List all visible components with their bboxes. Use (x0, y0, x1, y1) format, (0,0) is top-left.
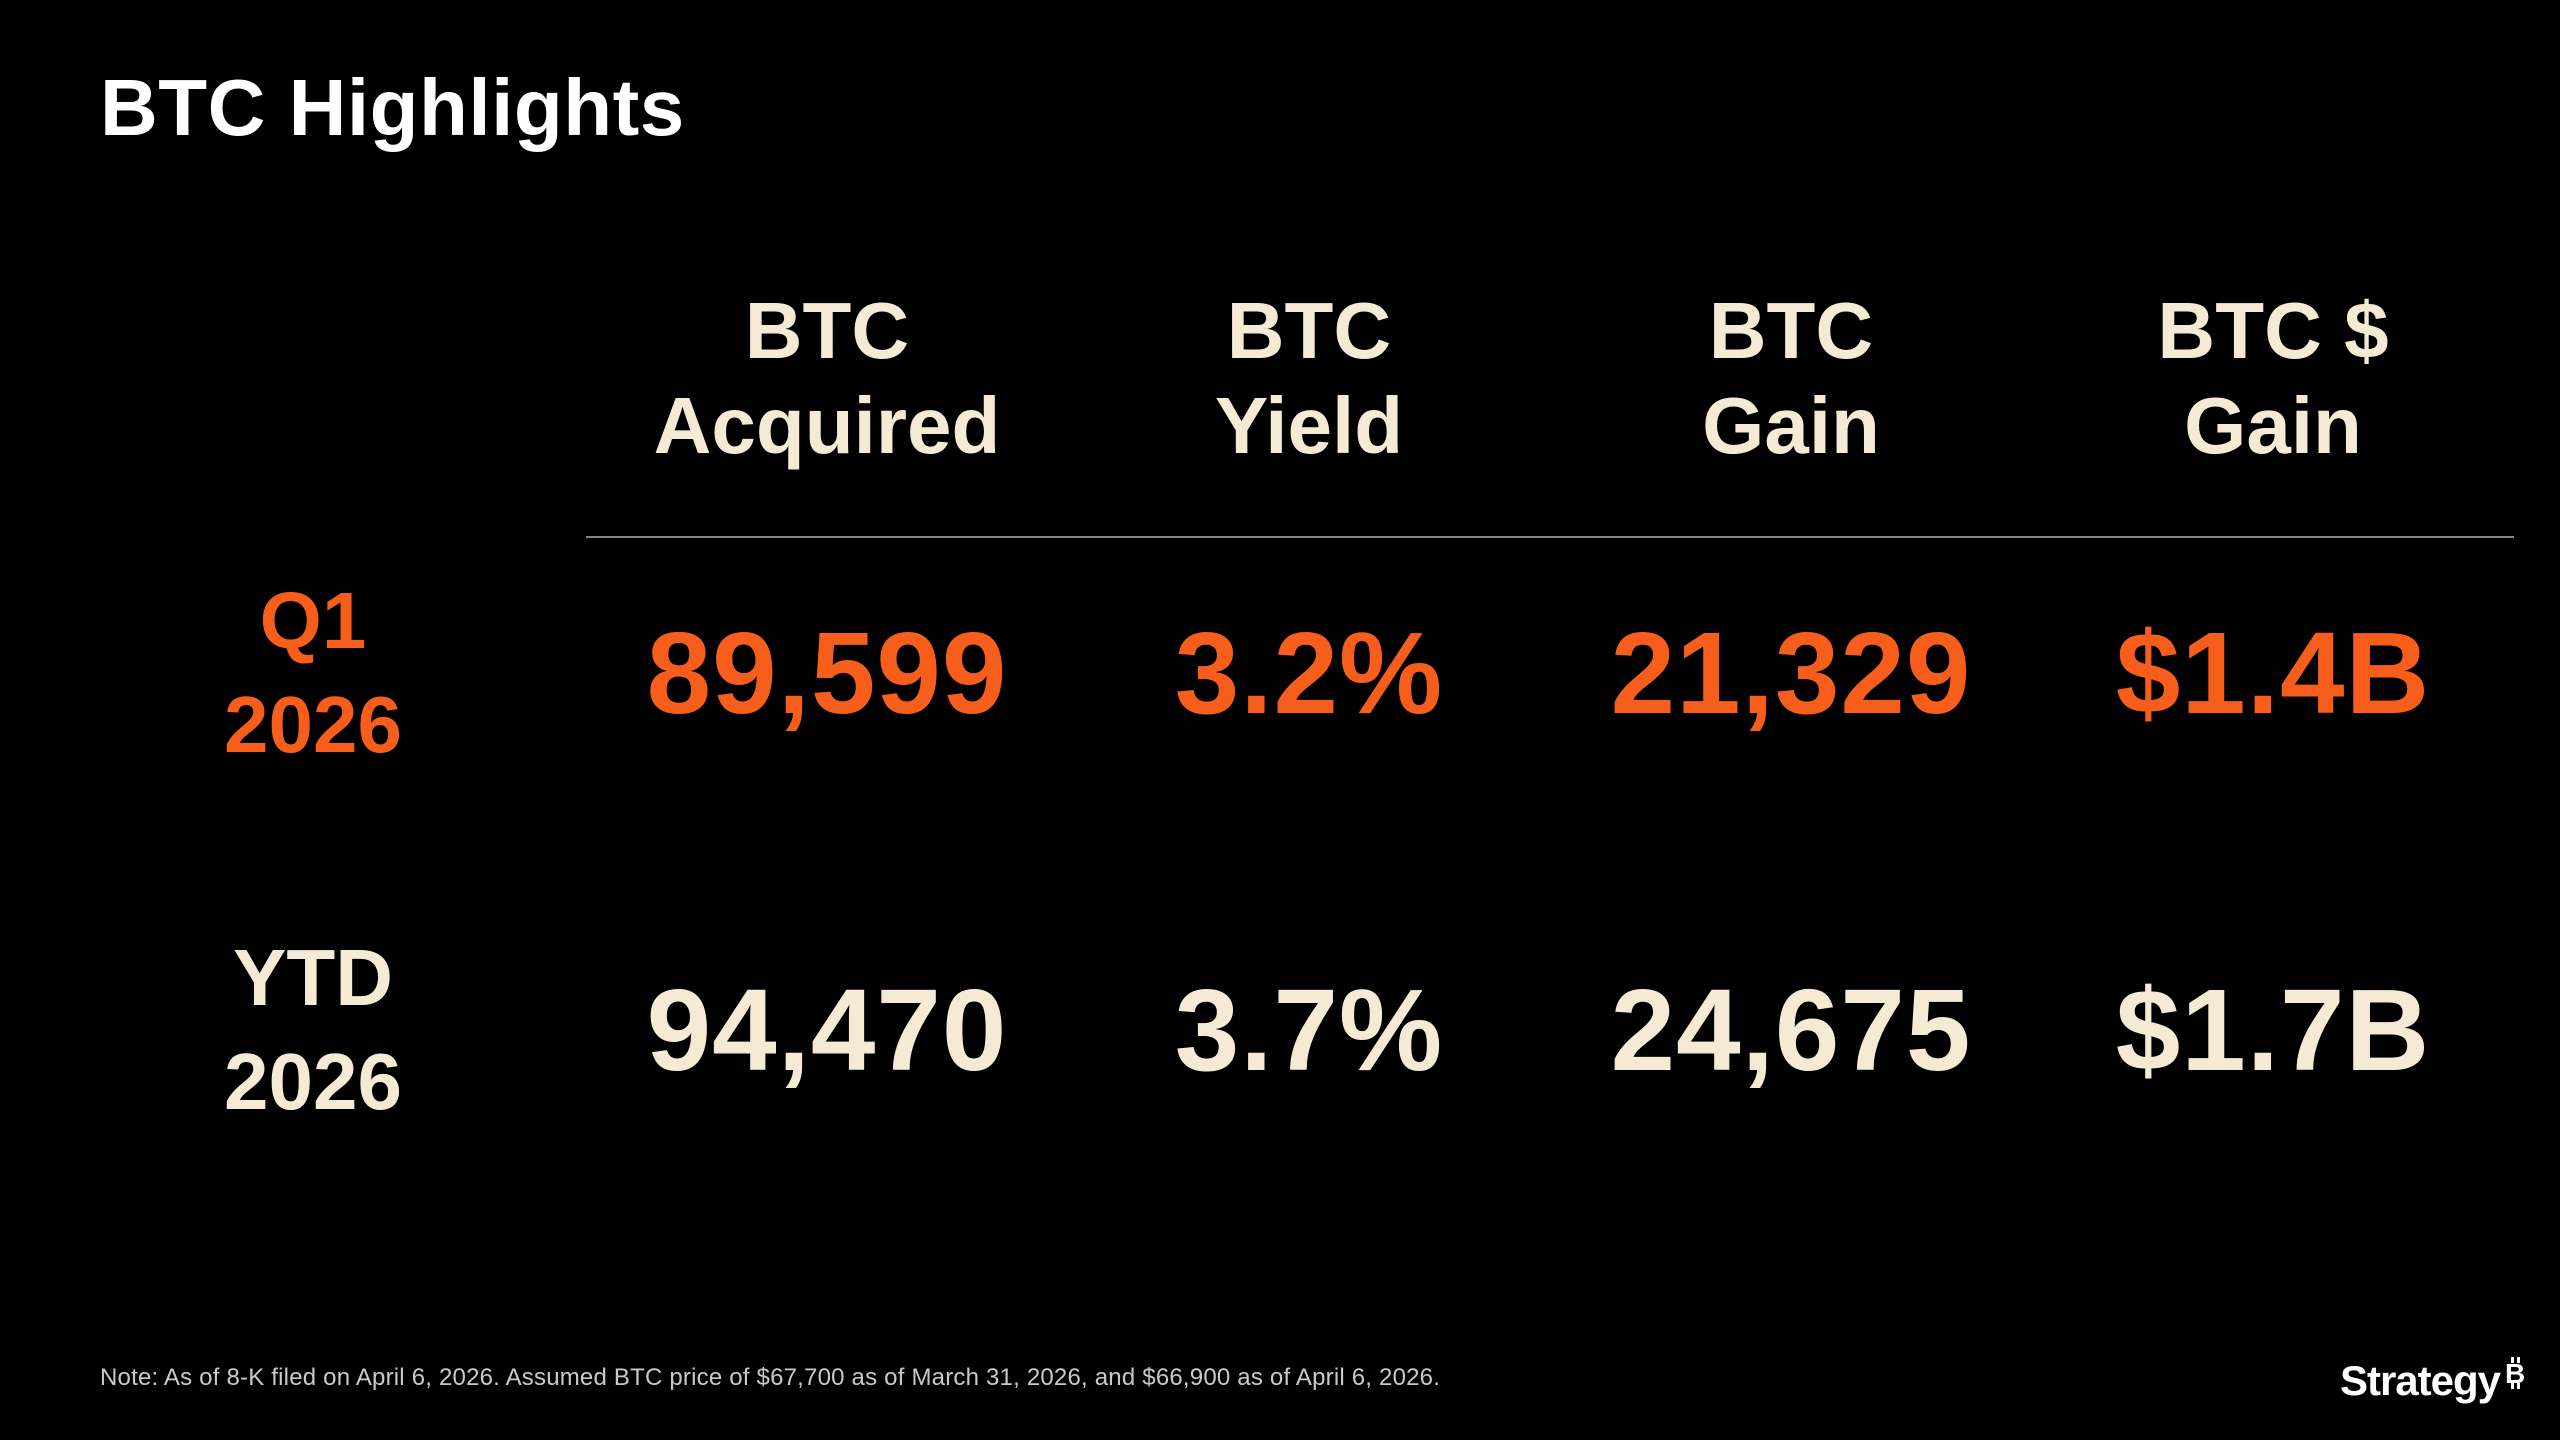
col-header-btc-yield: BTC Yield (1068, 285, 1550, 538)
cell-ytd-btc-gain: 24,675 (1610, 965, 1972, 1095)
header-line-2: Yield (1214, 380, 1404, 470)
page-title: BTC Highlights (100, 63, 685, 152)
footnote: Note: As of 8-K filed on April 6, 2026. … (100, 1364, 1441, 1391)
header-line-2: Gain (1702, 380, 1880, 470)
row-label-line-1: YTD (233, 933, 393, 1022)
highlights-table: BTC Acquired BTC Yield BTC Gain BTC $ Ga… (40, 285, 2514, 1252)
row-label-line-2: 2026 (224, 1037, 402, 1126)
row-label-line-2: 2026 (224, 680, 402, 769)
cell-ytd-btc-acquired: 94,470 (646, 965, 1008, 1095)
cell-ytd-btc-dollar-gain: $1.7B (2115, 965, 2431, 1095)
logo-wordmark: Strategy (2339, 1357, 2501, 1404)
col-header-btc-dollar-gain: BTC $ Gain (2032, 285, 2514, 538)
strategy-logo: Strategy B (2339, 1357, 2528, 1404)
row-label-q1-2026: Q1 2026 (40, 538, 586, 808)
col-header-btc-gain: BTC Gain (1550, 285, 2032, 538)
svg-text:B: B (2505, 1358, 2525, 1389)
cell-q1-btc-yield: 3.2% (1174, 608, 1444, 738)
header-line-2: Acquired (653, 380, 1001, 470)
row-label-line-1: Q1 (259, 576, 367, 665)
cell-ytd-btc-yield: 3.7% (1174, 965, 1444, 1095)
bitcoin-icon: B (2502, 1354, 2528, 1392)
row-label-ytd-2026: YTD 2026 (40, 808, 586, 1252)
header-line-1: BTC (1226, 286, 1392, 376)
header-line-1: BTC (1708, 286, 1874, 376)
cell-q1-btc-acquired: 89,599 (646, 608, 1008, 738)
header-line-2: Gain (2184, 380, 2362, 470)
cell-q1-btc-gain: 21,329 (1610, 608, 1972, 738)
col-header-btc-acquired: BTC Acquired (586, 285, 1068, 538)
table-corner-cell (40, 285, 586, 538)
header-line-1: BTC (744, 286, 910, 376)
header-line-1: BTC $ (2157, 286, 2389, 376)
cell-q1-btc-dollar-gain: $1.4B (2115, 608, 2431, 738)
